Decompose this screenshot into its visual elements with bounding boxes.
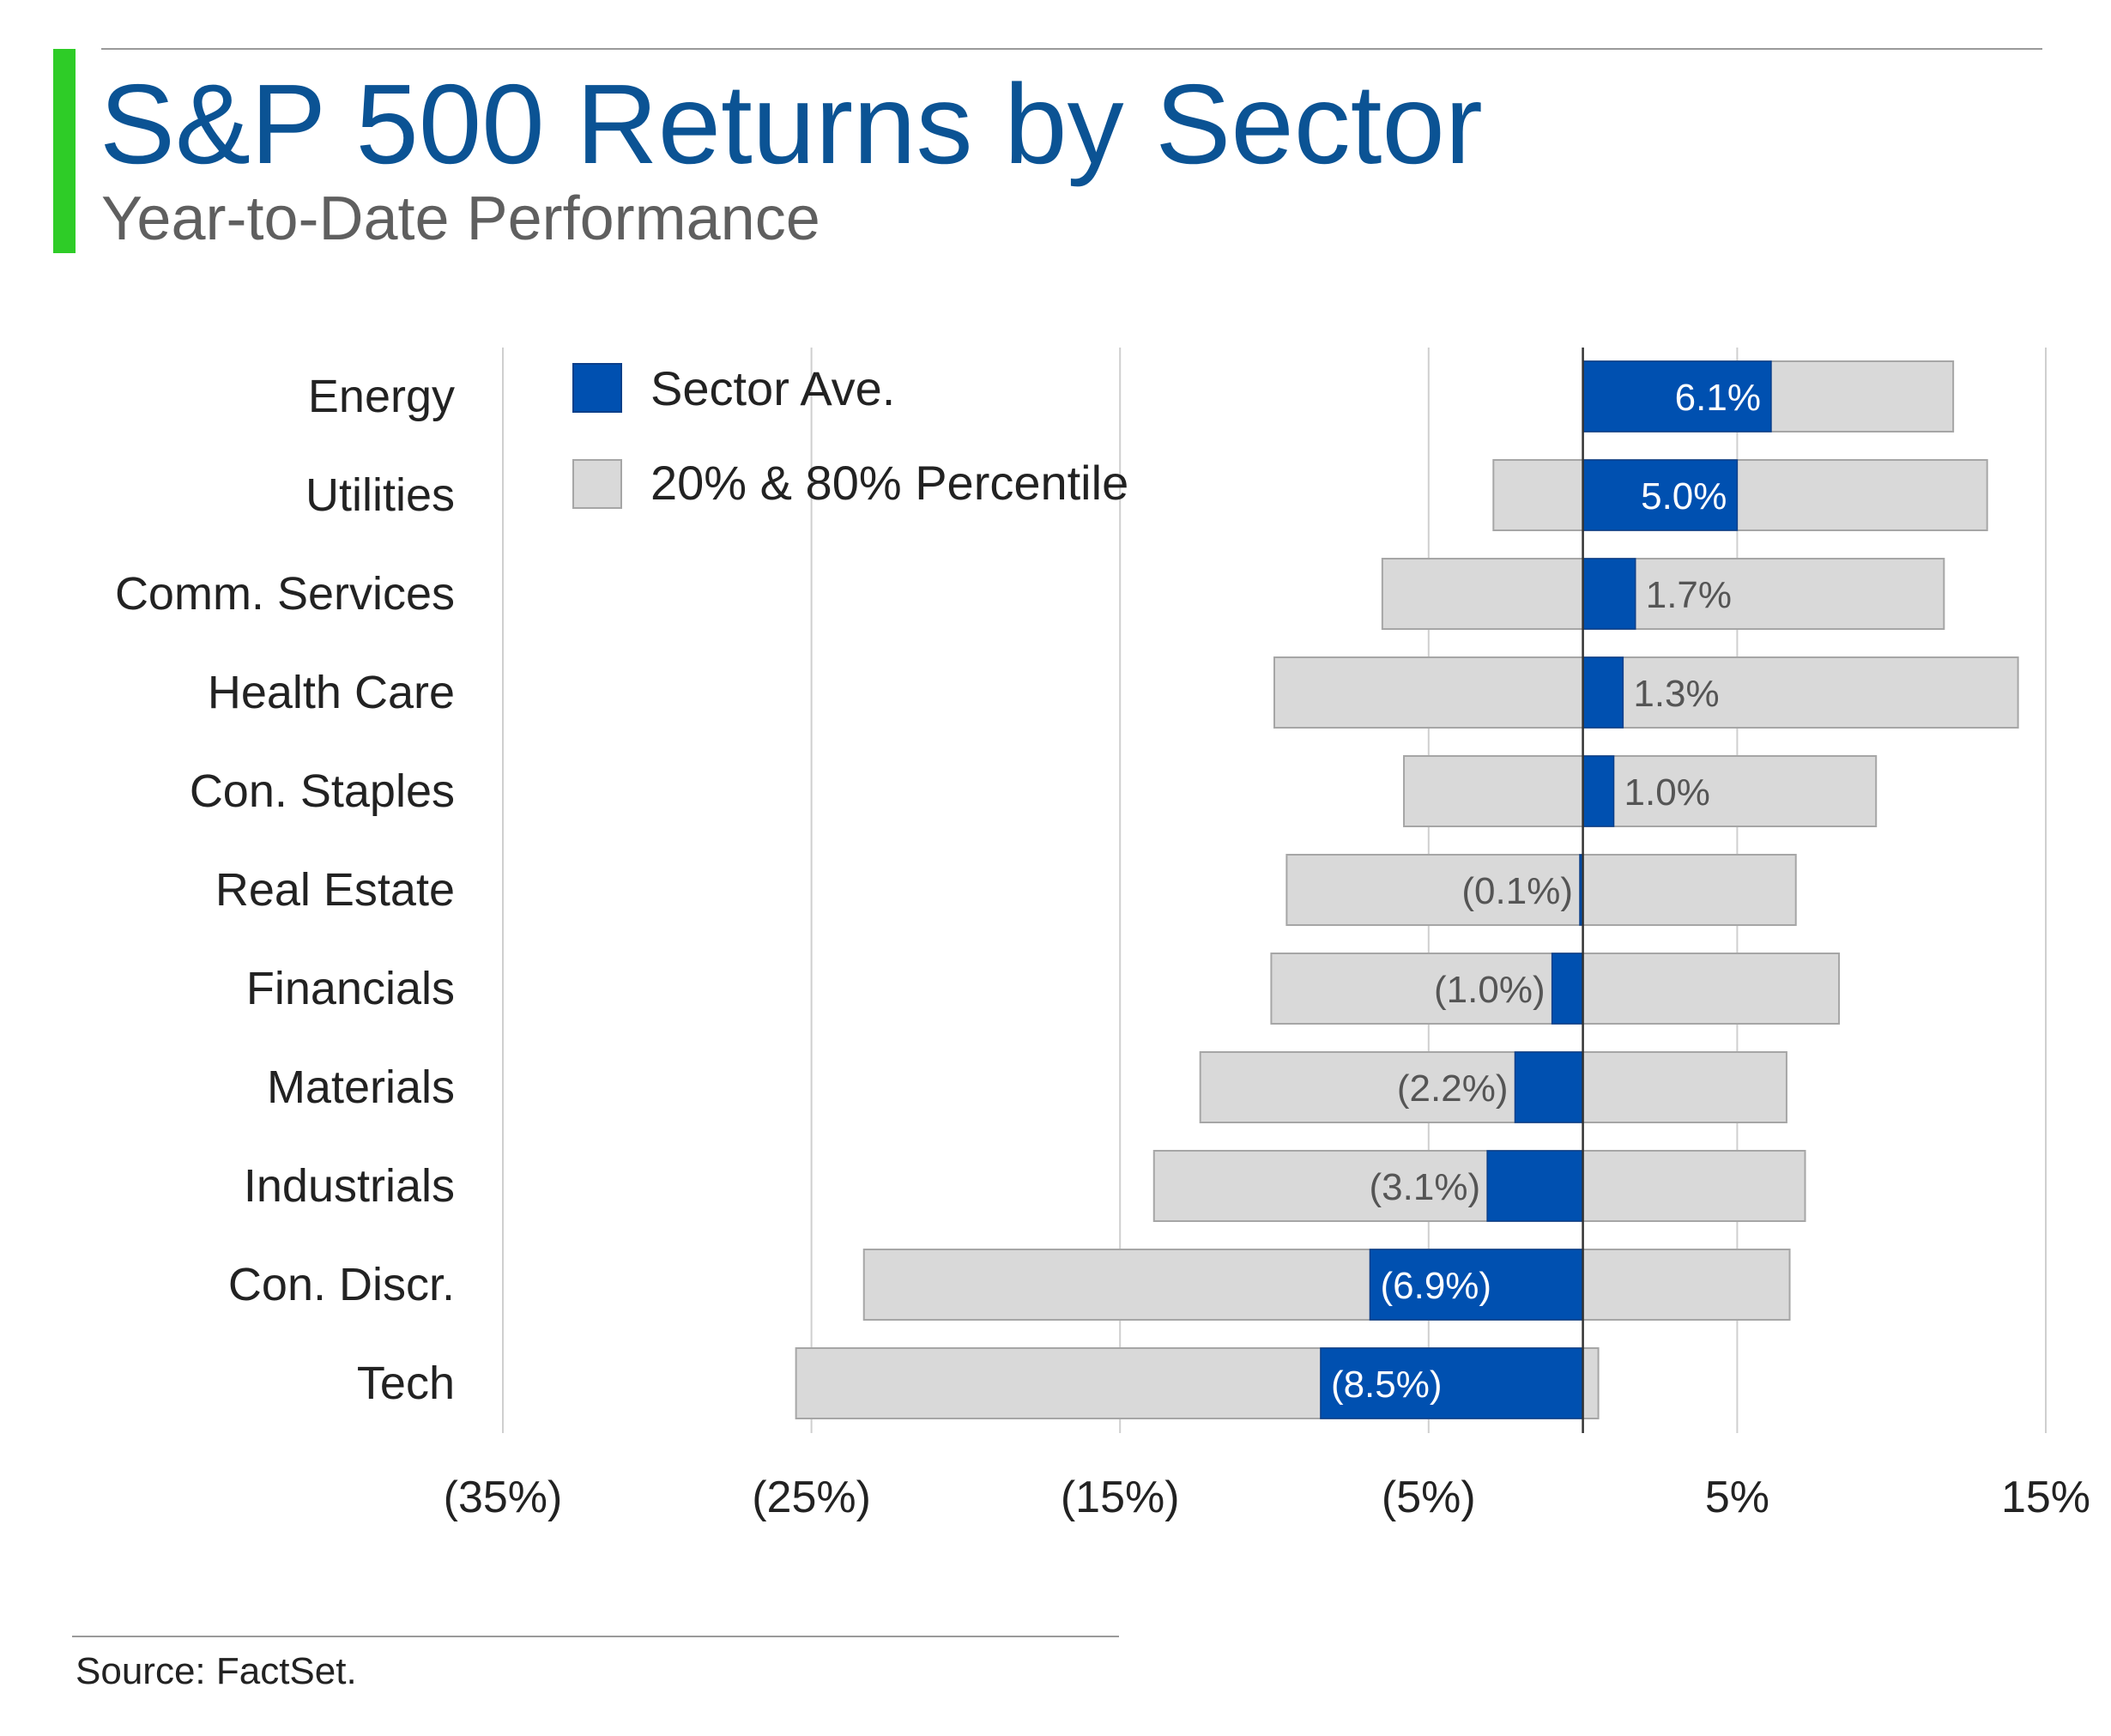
data-label: 1.3% bbox=[1633, 673, 1719, 715]
data-label: 1.7% bbox=[1646, 574, 1732, 616]
data-label: 6.1% bbox=[1675, 377, 1761, 419]
chart-subtitle: Year-to-Date Performance bbox=[101, 184, 820, 253]
legend-label-percentile-range: 20% & 80% Percentile bbox=[650, 456, 1128, 510]
category-label: Financials bbox=[246, 963, 455, 1014]
data-label: (8.5%) bbox=[1331, 1364, 1443, 1406]
percentile-range-bar bbox=[862, 1249, 1791, 1321]
sector-average-bar bbox=[1369, 1249, 1584, 1321]
percentile-range-bar bbox=[1381, 558, 1945, 630]
category-label: Industrials bbox=[244, 1160, 455, 1212]
percentile-range-bar bbox=[1492, 459, 1988, 531]
percentile-range-bars bbox=[795, 360, 2019, 1419]
sector-average-bar bbox=[1514, 1051, 1584, 1123]
source-note: Source: FactSet. bbox=[76, 1650, 357, 1692]
x-tick-label: 5% bbox=[1705, 1473, 1769, 1522]
category-label: Utilities bbox=[305, 469, 455, 521]
sector-average-bar bbox=[1551, 953, 1584, 1025]
data-label: (1.0%) bbox=[1434, 969, 1545, 1011]
legend: Sector Ave. 20% & 80% Percentile bbox=[572, 361, 1128, 510]
legend-swatch-sector-average bbox=[572, 363, 622, 413]
percentile-range-bar bbox=[1273, 656, 2019, 729]
chart-area: 6.1% 5.0% 1.7% 1.3% 1.0% (0.1%) (1.0%) (2.2%) (3… bbox=[115, 348, 2090, 1522]
header-rule bbox=[101, 48, 2042, 50]
x-tick-label: 15% bbox=[2001, 1473, 2090, 1522]
percentile-range-bar bbox=[1152, 1150, 1806, 1222]
sector-average-bar bbox=[1582, 755, 1615, 827]
category-labels: Energy Utilities Comm. Services Health Care… bbox=[115, 371, 455, 1409]
percentile-range-bar bbox=[1285, 854, 1797, 926]
category-label: Real Estate bbox=[215, 864, 455, 916]
data-label: (0.1%) bbox=[1461, 870, 1573, 912]
legend-swatch-percentile-range bbox=[572, 459, 622, 509]
x-tick-label: (15%) bbox=[1061, 1473, 1180, 1522]
data-label: (2.2%) bbox=[1397, 1068, 1509, 1110]
category-label: Tech bbox=[357, 1358, 455, 1409]
sector-average-bar bbox=[1486, 1150, 1584, 1222]
category-label: Health Care bbox=[208, 667, 455, 718]
category-label: Energy bbox=[308, 371, 455, 422]
data-label: 5.0% bbox=[1641, 475, 1727, 517]
percentile-range-bar bbox=[1403, 755, 1878, 827]
data-labels: 6.1% 5.0% 1.7% 1.3% 1.0% (0.1%) (1.0%) (2.2%) (3… bbox=[1331, 377, 1761, 1406]
sector-average-bar bbox=[1582, 656, 1624, 729]
x-tick-label: (5%) bbox=[1382, 1473, 1476, 1522]
x-tick-label: (35%) bbox=[444, 1473, 563, 1522]
sector-average-bars bbox=[1320, 360, 1772, 1419]
sector-average-bar bbox=[1582, 360, 1772, 432]
data-label: (6.9%) bbox=[1380, 1265, 1491, 1307]
title-accent-bar bbox=[53, 49, 76, 253]
category-label: Con. Staples bbox=[190, 765, 455, 817]
x-tick-label: (25%) bbox=[752, 1473, 871, 1522]
sector-average-bar bbox=[1582, 459, 1739, 531]
category-label: Comm. Services bbox=[115, 568, 455, 620]
category-label: Materials bbox=[267, 1062, 455, 1113]
footer-rule bbox=[72, 1636, 1119, 1637]
percentile-range-bar bbox=[1199, 1051, 1787, 1123]
sector-average-bar bbox=[1582, 558, 1636, 630]
x-tick-labels: (35%) (25%) (15%) (5%) 5% 15% bbox=[444, 1473, 2090, 1522]
legend-label-sector-average: Sector Ave. bbox=[650, 361, 895, 415]
data-label: (3.1%) bbox=[1370, 1166, 1481, 1208]
data-label: 1.0% bbox=[1624, 771, 1710, 814]
sector-average-bar bbox=[1320, 1347, 1584, 1419]
chart-title: S&P 500 Returns by Sector bbox=[100, 61, 1483, 187]
category-label: Con. Discr. bbox=[228, 1259, 455, 1310]
